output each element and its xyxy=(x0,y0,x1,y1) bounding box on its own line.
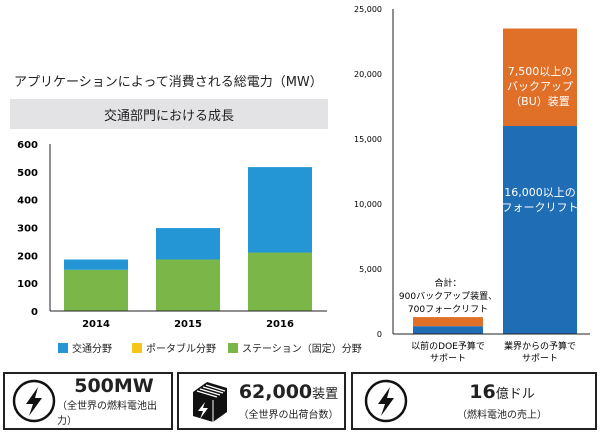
annotation-text: バックアップ xyxy=(507,80,573,93)
bar-segment xyxy=(64,269,128,311)
y-tick-label: 25,000 xyxy=(354,5,382,14)
chart-subtitle: 交通部門における成長 xyxy=(10,99,328,129)
legend-item-stationary: ステーション（固定）分野 xyxy=(228,340,362,355)
legend-item-portable: ポータブル分野 xyxy=(132,340,216,355)
annotation-text: フォークリフト xyxy=(502,201,579,214)
y-tick-label: 300 xyxy=(17,224,38,235)
bar-segment xyxy=(156,228,220,260)
legend-swatch xyxy=(228,342,238,353)
x-tick-label: 2015 xyxy=(174,319,202,330)
annotation-text: 700フォークリフト xyxy=(408,304,488,315)
power-chart: 0 100 200 300 400 500 600 2014 2015 2016 xyxy=(17,140,327,330)
y-tick-label: 0 xyxy=(377,330,382,339)
stat-value: 16 xyxy=(469,381,496,403)
stat-value: 62,000 xyxy=(238,381,313,403)
y-tick-label: 0 xyxy=(31,307,38,318)
legend-label: ポータブル分野 xyxy=(146,344,216,355)
y-tick-label: 5,000 xyxy=(359,265,382,274)
x-tick-label: 2014 xyxy=(82,319,110,330)
bar-segment xyxy=(156,259,220,311)
stat-unit: 装置 xyxy=(312,387,339,402)
forklift-chart: 05,00010,00015,00020,00025,000以前のDOE予算でサ… xyxy=(354,5,590,364)
y-tick-label: 400 xyxy=(17,196,38,207)
stat-unit: 億ドル xyxy=(495,387,535,402)
x-tick-label: サポート xyxy=(430,353,466,364)
legend-swatch xyxy=(132,342,142,353)
annotation-text: （BU）装置 xyxy=(510,95,570,108)
bar-segment xyxy=(413,326,483,334)
legend-label: 交通分野 xyxy=(72,344,112,355)
subtitle-text: 交通部門における成長 xyxy=(103,108,234,124)
chart-title: アプリケーションによって消費される総電力（MW） xyxy=(14,75,323,90)
stat-card-sales: 16億ドル （燃料電池の売上） xyxy=(351,372,597,430)
stat-value: 500MW xyxy=(74,375,154,397)
bar-segment xyxy=(248,252,312,311)
y-tick-label: 100 xyxy=(17,279,38,290)
y-tick-label: 500 xyxy=(17,168,38,179)
bar-segment xyxy=(413,317,483,327)
fuel-cell-unit-icon xyxy=(193,382,227,422)
stat-caption: （全世界の燃料電池出力） xyxy=(57,401,157,427)
bar-segment xyxy=(503,28,577,126)
x-tick-label: 2016 xyxy=(266,319,294,330)
lightning-icon xyxy=(12,379,56,423)
y-tick-label: 600 xyxy=(17,140,38,151)
legend-item-transport: 交通分野 xyxy=(58,340,112,355)
y-tick-label: 10,000 xyxy=(354,200,382,209)
legend-label: ステーション（固定）分野 xyxy=(242,344,362,355)
y-tick-label: 200 xyxy=(17,251,38,262)
legend-swatch xyxy=(58,342,68,353)
annotation-text: 合計： xyxy=(434,277,461,289)
bar-segment xyxy=(64,259,128,270)
stat-card-output: 500MW （全世界の燃料電池出力） xyxy=(3,372,173,430)
lightning-icon xyxy=(364,379,408,423)
annotation-text: 16,000以上の xyxy=(504,186,576,199)
x-tick-label: サポート xyxy=(522,353,558,364)
bar-segment xyxy=(503,126,577,334)
x-tick-label: 以前のDOE予算で xyxy=(411,340,485,352)
stat-card-shipments: 62,000装置 （全世界の出荷台数） xyxy=(177,372,346,430)
y-tick-label: 20,000 xyxy=(354,70,382,79)
y-tick-label: 15,000 xyxy=(354,135,382,144)
stat-caption: （燃料電池の売上） xyxy=(457,410,547,421)
annotation-text: 7,500以上の xyxy=(508,65,573,78)
x-tick-label: 業界からの予算で xyxy=(504,340,576,352)
bar-segment xyxy=(248,167,312,253)
annotation-text: 900バックアップ装置、 xyxy=(399,290,497,302)
stat-caption: （全世界の出荷台数） xyxy=(238,410,339,421)
